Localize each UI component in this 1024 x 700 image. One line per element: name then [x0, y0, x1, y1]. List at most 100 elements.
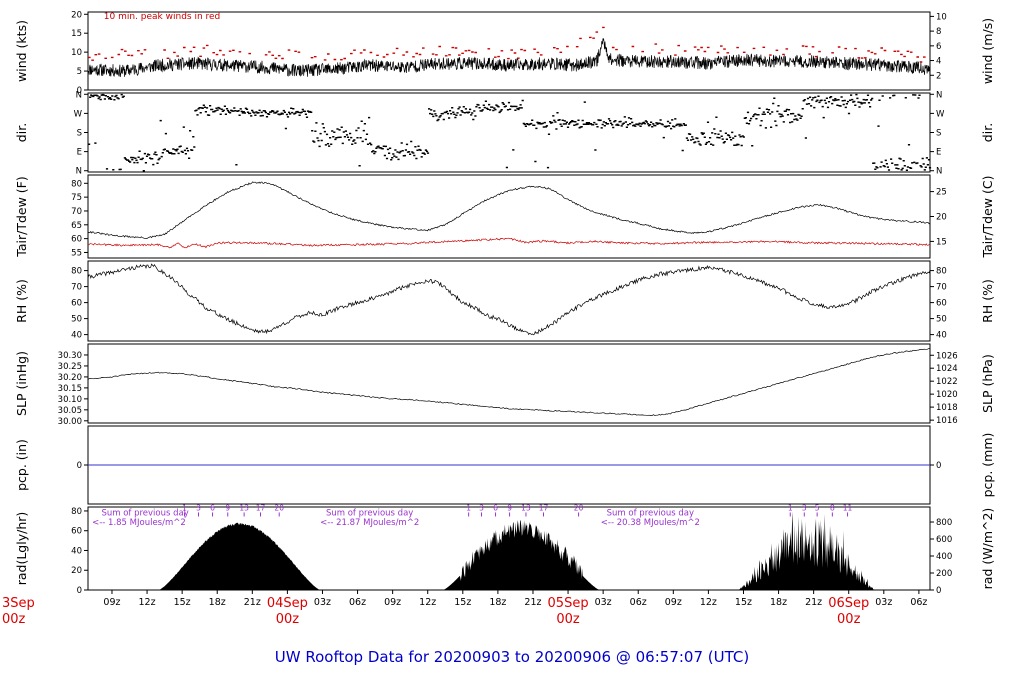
svg-text:dir.: dir. [14, 123, 29, 142]
svg-text:13: 13 [239, 503, 249, 512]
svg-text:1: 1 [466, 503, 471, 512]
svg-text:12z: 12z [419, 597, 436, 608]
svg-text:65: 65 [71, 221, 82, 231]
svg-text:S: S [936, 129, 941, 139]
svg-text:10: 10 [936, 12, 947, 22]
svg-text:20: 20 [574, 503, 584, 512]
series-wind-speed [87, 37, 931, 78]
svg-text:15: 15 [936, 237, 947, 247]
svg-text:00z: 00z [2, 612, 26, 627]
svg-text:25: 25 [936, 188, 947, 198]
svg-text:06Sep: 06Sep [828, 596, 869, 611]
svg-text:09z: 09z [384, 597, 401, 608]
series-solar-radiation [88, 511, 930, 590]
svg-text:200: 200 [936, 569, 952, 579]
svg-text:0: 0 [77, 586, 82, 596]
svg-text:30.15: 30.15 [58, 384, 82, 394]
svg-text:Sum of previous day: Sum of previous day [101, 508, 188, 518]
svg-text:21z: 21z [805, 597, 822, 608]
series-relative-humidity [87, 263, 931, 336]
svg-text:17: 17 [256, 503, 266, 512]
svg-text:21z: 21z [244, 597, 261, 608]
svg-text:600: 600 [936, 535, 952, 545]
svg-text:30.10: 30.10 [58, 395, 82, 405]
svg-text:20: 20 [936, 213, 947, 223]
svg-text:RH (%): RH (%) [980, 279, 995, 323]
svg-text:40: 40 [71, 331, 82, 341]
panel-frame-dir [87, 92, 931, 173]
svg-text:rad(Lgly/hr): rad(Lgly/hr) [14, 512, 29, 586]
svg-text:6: 6 [936, 42, 941, 52]
svg-text:15z: 15z [735, 597, 752, 608]
svg-text:W: W [74, 109, 83, 119]
svg-text:RH (%): RH (%) [14, 279, 29, 323]
svg-text:30.05: 30.05 [58, 406, 82, 416]
svg-text:05Sep: 05Sep [548, 596, 589, 611]
svg-text:10: 10 [71, 48, 82, 58]
svg-text:09z: 09z [665, 597, 682, 608]
svg-text:6: 6 [210, 503, 215, 512]
chart-title: UW Rooftop Data for 20200903 to 20200906… [274, 648, 750, 666]
svg-text:80: 80 [71, 507, 82, 517]
svg-text:800: 800 [936, 518, 952, 528]
svg-text:<-- 21.87 MJoules/m^2: <-- 21.87 MJoules/m^2 [320, 518, 419, 528]
svg-text:60: 60 [71, 527, 82, 537]
svg-text:8: 8 [936, 27, 941, 37]
svg-text:1016: 1016 [936, 416, 958, 426]
svg-text:3Sep: 3Sep [2, 596, 35, 611]
svg-text:0: 0 [936, 586, 941, 596]
series-peak-wind [88, 26, 926, 63]
svg-text:0: 0 [77, 86, 82, 96]
svg-text:N: N [936, 167, 942, 177]
svg-text:1: 1 [182, 503, 187, 512]
svg-text:03z: 03z [875, 597, 892, 608]
svg-text:0: 0 [936, 461, 941, 471]
svg-text:Sum of previous day: Sum of previous day [607, 508, 694, 518]
svg-text:06z: 06z [910, 597, 927, 608]
svg-text:1020: 1020 [936, 390, 958, 400]
svg-text:17: 17 [539, 503, 549, 512]
svg-text:30.30: 30.30 [58, 351, 82, 361]
svg-text:4: 4 [936, 57, 941, 67]
svg-text:N: N [76, 167, 82, 177]
svg-text:70: 70 [71, 207, 82, 217]
panel-wind: 0 5 10 15 20 2 4 6 8 10 wind (kts) wind (m/s) 10 min… [14, 10, 995, 96]
series-wind-direction [88, 93, 932, 172]
svg-text:wind (kts): wind (kts) [14, 20, 29, 82]
svg-text:13: 13 [521, 503, 531, 512]
svg-text:1026: 1026 [936, 351, 958, 361]
svg-text:20: 20 [71, 566, 82, 576]
svg-text:1024: 1024 [936, 364, 958, 374]
svg-text:5: 5 [77, 67, 82, 77]
svg-text:03z: 03z [314, 597, 331, 608]
svg-text:50: 50 [71, 315, 82, 325]
svg-text:00z: 00z [276, 612, 300, 627]
svg-text:80: 80 [71, 179, 82, 189]
svg-text:70: 70 [71, 283, 82, 293]
svg-text:06z: 06z [630, 597, 647, 608]
svg-text:8: 8 [830, 503, 835, 512]
svg-text:<-- 1.85 MJoules/m^2: <-- 1.85 MJoules/m^2 [92, 518, 186, 528]
svg-text:40: 40 [71, 546, 82, 556]
svg-text:10 min. peak winds in red: 10 min. peak winds in red [104, 12, 221, 22]
svg-text:20: 20 [274, 503, 284, 512]
panel-rh: 40 50 60 70 80 40 50 60 70 80 RH (%) RH (%) [14, 260, 995, 342]
svg-text:00z: 00z [556, 612, 580, 627]
svg-text:pcp. (in): pcp. (in) [14, 439, 29, 491]
svg-text:<-- 20.38 MJoules/m^2: <-- 20.38 MJoules/m^2 [601, 518, 700, 528]
svg-text:60: 60 [936, 299, 947, 309]
svg-text:75: 75 [71, 193, 82, 203]
svg-text:E: E [936, 148, 941, 158]
series-dew-point [87, 237, 931, 249]
svg-text:15: 15 [71, 29, 82, 39]
svg-text:3: 3 [802, 503, 807, 512]
svg-text:04Sep: 04Sep [267, 596, 308, 611]
svg-text:12z: 12z [700, 597, 717, 608]
svg-text:18z: 18z [489, 597, 506, 608]
svg-text:15z: 15z [454, 597, 471, 608]
svg-text:21z: 21z [524, 597, 541, 608]
